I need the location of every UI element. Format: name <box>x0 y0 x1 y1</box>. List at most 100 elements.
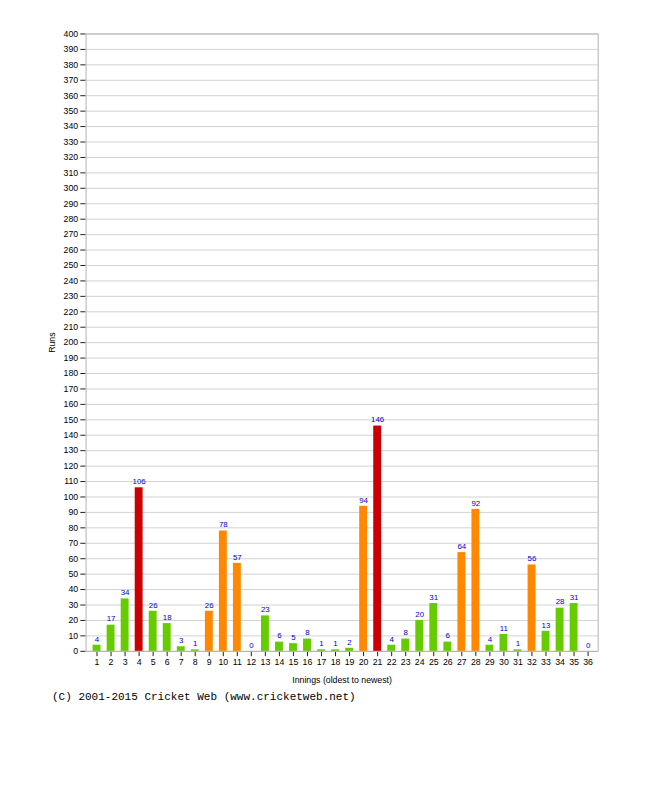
svg-text:31: 31 <box>513 657 523 667</box>
svg-text:350: 350 <box>64 106 79 116</box>
svg-text:12: 12 <box>246 657 256 667</box>
svg-text:20: 20 <box>415 610 424 619</box>
svg-text:20: 20 <box>68 615 78 625</box>
svg-text:140: 140 <box>64 430 79 440</box>
svg-text:29: 29 <box>485 657 495 667</box>
svg-text:22: 22 <box>387 657 397 667</box>
svg-text:6: 6 <box>446 631 451 640</box>
svg-text:300: 300 <box>64 183 79 193</box>
svg-text:31: 31 <box>429 593 438 602</box>
svg-text:310: 310 <box>64 168 79 178</box>
svg-text:33: 33 <box>541 657 551 667</box>
svg-text:0: 0 <box>586 641 591 650</box>
svg-text:78: 78 <box>219 520 228 529</box>
svg-text:100: 100 <box>64 492 79 502</box>
svg-text:320: 320 <box>64 152 79 162</box>
svg-text:340: 340 <box>64 121 79 131</box>
svg-text:17: 17 <box>107 614 116 623</box>
svg-text:17: 17 <box>317 657 327 667</box>
svg-text:20: 20 <box>359 657 369 667</box>
svg-text:3: 3 <box>123 657 128 667</box>
svg-text:32: 32 <box>527 657 537 667</box>
svg-text:34: 34 <box>555 657 565 667</box>
svg-text:7: 7 <box>179 657 184 667</box>
svg-text:90: 90 <box>68 507 78 517</box>
svg-text:31: 31 <box>570 593 579 602</box>
svg-text:16: 16 <box>303 657 313 667</box>
svg-text:26: 26 <box>205 601 214 610</box>
svg-text:380: 380 <box>64 60 79 70</box>
svg-text:10: 10 <box>68 631 78 641</box>
svg-text:64: 64 <box>457 542 466 551</box>
svg-text:80: 80 <box>68 523 78 533</box>
svg-text:36: 36 <box>583 657 593 667</box>
svg-text:26: 26 <box>149 601 158 610</box>
svg-text:26: 26 <box>443 657 453 667</box>
svg-text:40: 40 <box>68 584 78 594</box>
svg-text:400: 400 <box>64 29 79 39</box>
svg-text:13: 13 <box>542 621 551 630</box>
svg-text:8: 8 <box>193 657 198 667</box>
svg-text:270: 270 <box>64 229 79 239</box>
svg-text:24: 24 <box>415 657 425 667</box>
svg-text:28: 28 <box>471 657 481 667</box>
svg-text:Innings (oldest to newest): Innings (oldest to newest) <box>292 675 392 685</box>
svg-text:11: 11 <box>500 624 508 633</box>
svg-text:4: 4 <box>95 635 100 644</box>
svg-text:28: 28 <box>556 597 565 606</box>
svg-text:330: 330 <box>64 137 79 147</box>
svg-text:220: 220 <box>64 307 79 317</box>
svg-text:4: 4 <box>137 657 142 667</box>
svg-text:5: 5 <box>291 633 296 642</box>
svg-text:25: 25 <box>429 657 439 667</box>
svg-text:15: 15 <box>289 657 299 667</box>
svg-text:1: 1 <box>333 639 337 648</box>
svg-text:30: 30 <box>499 657 509 667</box>
svg-text:57: 57 <box>233 553 242 562</box>
svg-text:180: 180 <box>64 368 79 378</box>
svg-text:360: 360 <box>64 91 79 101</box>
svg-text:1: 1 <box>516 639 520 648</box>
svg-text:9: 9 <box>207 657 212 667</box>
svg-text:6: 6 <box>277 631 282 640</box>
svg-text:5: 5 <box>151 657 156 667</box>
svg-text:92: 92 <box>471 499 480 508</box>
svg-text:34: 34 <box>121 588 130 597</box>
svg-text:0: 0 <box>249 641 254 650</box>
svg-text:50: 50 <box>68 569 78 579</box>
svg-text:150: 150 <box>64 415 79 425</box>
svg-text:23: 23 <box>261 605 270 614</box>
svg-text:130: 130 <box>64 445 79 455</box>
svg-text:4: 4 <box>389 635 394 644</box>
svg-text:70: 70 <box>68 538 78 548</box>
svg-text:56: 56 <box>528 554 537 563</box>
svg-text:10: 10 <box>218 657 228 667</box>
svg-text:1: 1 <box>95 657 100 667</box>
svg-text:18: 18 <box>331 657 341 667</box>
svg-text:230: 230 <box>64 291 79 301</box>
svg-text:290: 290 <box>64 199 79 209</box>
svg-text:4: 4 <box>488 635 493 644</box>
svg-text:30: 30 <box>68 600 78 610</box>
svg-text:94: 94 <box>359 496 368 505</box>
svg-text:210: 210 <box>64 322 79 332</box>
svg-text:18: 18 <box>163 613 172 622</box>
svg-text:60: 60 <box>68 554 78 564</box>
svg-text:106: 106 <box>133 477 147 486</box>
svg-text:2: 2 <box>347 638 351 647</box>
svg-text:370: 370 <box>64 75 79 85</box>
svg-text:110: 110 <box>64 476 78 486</box>
svg-text:13: 13 <box>261 657 271 667</box>
svg-text:3: 3 <box>179 636 184 645</box>
svg-text:21: 21 <box>373 657 383 667</box>
svg-text:1: 1 <box>193 639 197 648</box>
svg-text:6: 6 <box>165 657 170 667</box>
svg-text:2: 2 <box>109 657 114 667</box>
svg-text:1: 1 <box>319 639 323 648</box>
svg-text:8: 8 <box>305 628 310 637</box>
svg-text:170: 170 <box>64 384 79 394</box>
svg-text:14: 14 <box>275 657 285 667</box>
svg-text:19: 19 <box>345 657 355 667</box>
svg-text:200: 200 <box>64 337 79 347</box>
svg-text:120: 120 <box>64 461 79 471</box>
